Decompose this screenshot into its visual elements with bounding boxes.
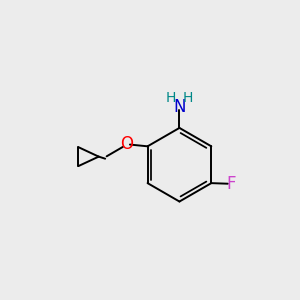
Text: O: O: [120, 135, 133, 153]
Text: H: H: [182, 91, 193, 105]
Text: H: H: [166, 91, 176, 105]
Text: F: F: [226, 175, 236, 193]
Text: N: N: [173, 98, 186, 116]
